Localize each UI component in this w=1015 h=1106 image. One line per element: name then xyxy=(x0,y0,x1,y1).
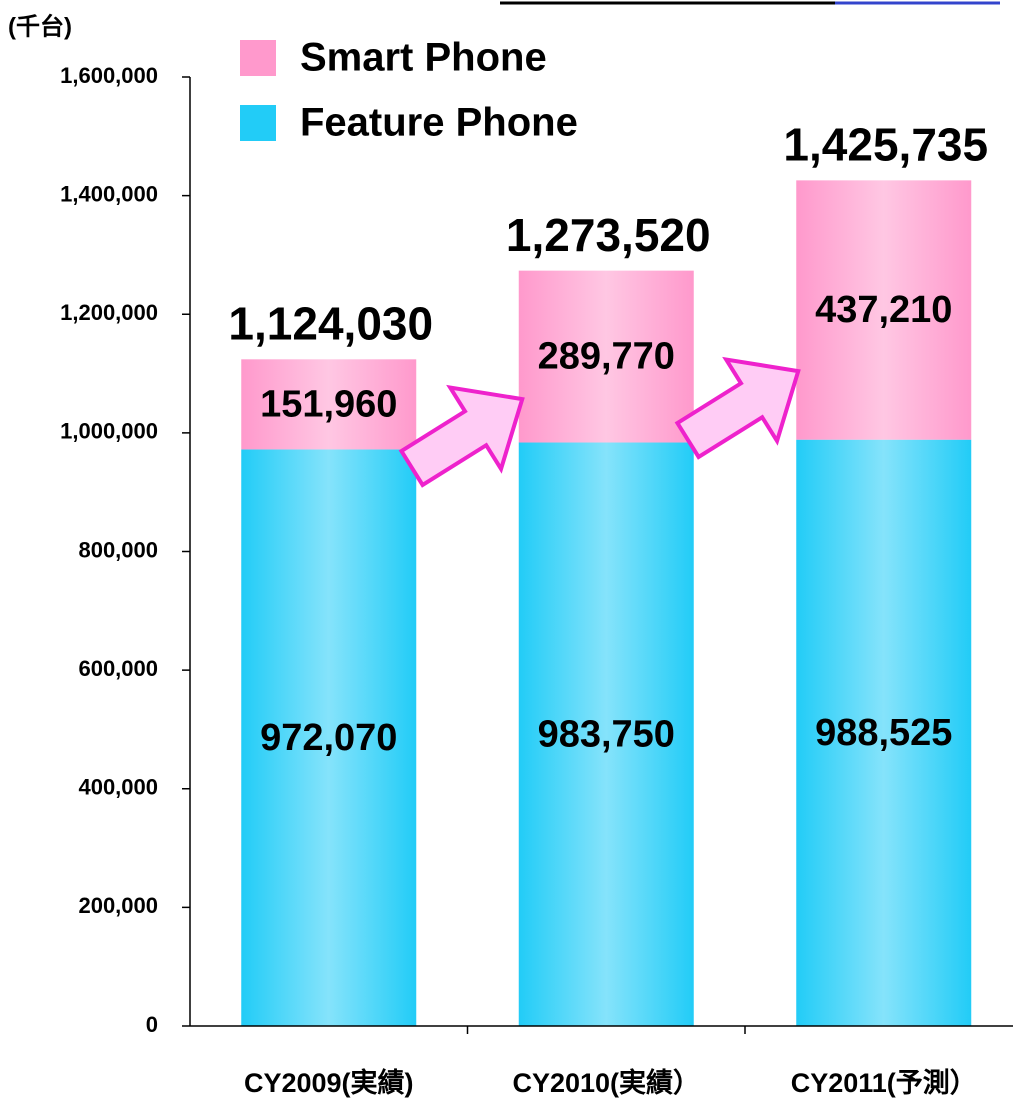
y-axis-label: (千台) xyxy=(8,12,72,40)
bar-segment xyxy=(518,442,694,1026)
y-tick-label: 1,000,000 xyxy=(60,419,158,444)
y-tick-label: 0 xyxy=(146,1012,158,1037)
bar-segment xyxy=(241,449,417,1026)
value-label: 437,210 xyxy=(815,289,952,331)
x-tick-label: CY2009(実績) xyxy=(244,1067,414,1098)
x-tick-label: CY2010(実績） xyxy=(512,1067,700,1098)
x-tick-label: CY2011(予測） xyxy=(791,1068,977,1098)
bar-segment xyxy=(796,439,972,1026)
legend-swatch xyxy=(240,105,276,141)
bar-segment xyxy=(518,270,694,443)
y-tick-label: 200,000 xyxy=(78,893,158,918)
trend-arrows xyxy=(398,356,801,488)
y-tick-label: 1,400,000 xyxy=(60,181,158,206)
legend-swatch xyxy=(240,40,276,76)
y-tick-label: 1,600,000 xyxy=(60,63,158,88)
arrow xyxy=(674,356,801,460)
legend-label: Smart Phone xyxy=(300,36,547,80)
bar-segment xyxy=(796,180,972,440)
value-label: 983,750 xyxy=(538,713,675,755)
value-label: 972,070 xyxy=(260,717,397,759)
y-tick-label: 400,000 xyxy=(78,775,158,800)
legend-label: Feature Phone xyxy=(300,101,578,145)
bars xyxy=(241,180,972,1026)
total-label: 1,425,735 xyxy=(783,119,988,171)
total-label: 1,273,520 xyxy=(506,209,711,261)
y-tick-label: 600,000 xyxy=(78,656,158,681)
value-label: 289,770 xyxy=(538,336,675,378)
total-label: 1,124,030 xyxy=(228,297,433,349)
arrow xyxy=(398,384,525,488)
y-tick-label: 1,200,000 xyxy=(60,300,158,325)
bar-segment xyxy=(241,359,417,450)
y-tick-label: 800,000 xyxy=(78,537,158,562)
value-label: 988,525 xyxy=(815,712,952,754)
value-label: 151,960 xyxy=(260,383,397,425)
